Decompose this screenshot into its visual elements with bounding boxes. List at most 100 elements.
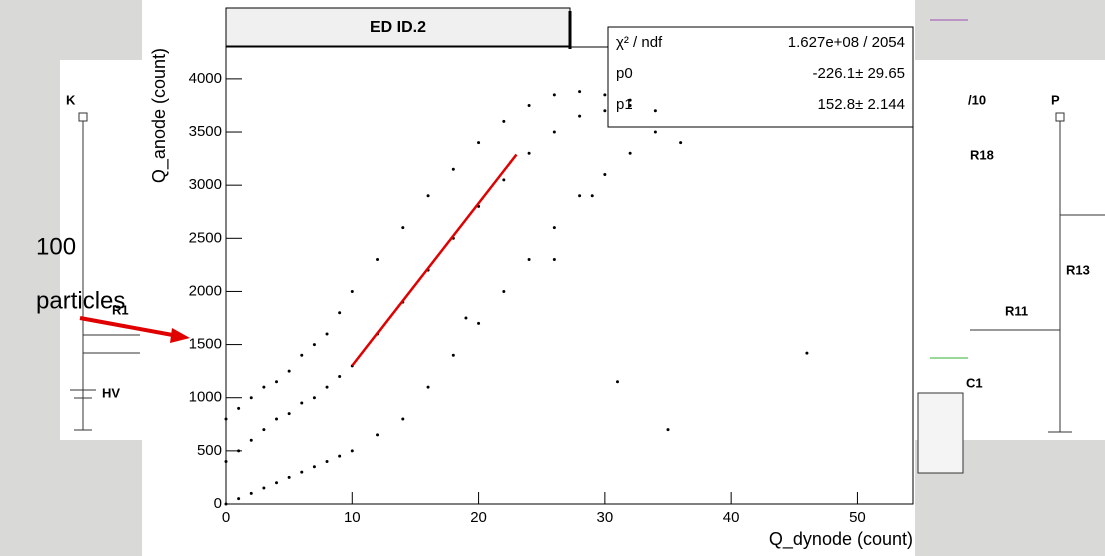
point — [376, 433, 380, 437]
x-tick-label: 10 — [344, 509, 361, 526]
point — [224, 502, 228, 506]
x-tick-label: 30 — [597, 509, 614, 526]
point — [628, 98, 632, 102]
circuit-label: K — [66, 92, 76, 107]
point — [224, 459, 228, 463]
annotation-arrowhead — [170, 328, 190, 343]
point — [325, 459, 329, 463]
point — [312, 465, 316, 469]
y-tick-label: 2500 — [189, 229, 222, 246]
circuit-label: C1 — [966, 375, 983, 390]
point — [653, 109, 657, 113]
point — [300, 470, 304, 474]
point — [464, 316, 468, 320]
point — [275, 380, 279, 384]
point — [262, 486, 266, 490]
point — [603, 93, 607, 97]
point — [502, 178, 506, 182]
point — [615, 380, 619, 384]
circuit-label: /10 — [968, 92, 986, 107]
stats-box — [607, 26, 914, 128]
point — [237, 406, 241, 410]
point — [275, 417, 279, 421]
circuit-label: HV — [102, 385, 120, 400]
point — [578, 194, 582, 198]
point — [805, 351, 809, 355]
x-tick-label: 40 — [723, 509, 740, 526]
stats-value: -226.1± 29.65 — [813, 65, 905, 82]
fit-line — [351, 153, 518, 367]
point — [527, 258, 531, 262]
point — [477, 321, 481, 325]
point — [502, 119, 506, 123]
point — [287, 369, 291, 373]
point — [590, 194, 594, 198]
y-tick-label: 2000 — [189, 282, 222, 299]
point — [628, 103, 632, 107]
point — [502, 289, 506, 293]
point — [552, 258, 556, 262]
point — [338, 311, 342, 315]
point — [312, 396, 316, 400]
point — [401, 417, 405, 421]
annotation: particles — [36, 287, 125, 314]
point — [237, 497, 241, 501]
point — [350, 289, 354, 293]
x-axis-label: Q_dynode (count) — [769, 529, 913, 550]
circuit-left — [70, 112, 140, 431]
point — [287, 412, 291, 416]
point — [477, 141, 481, 145]
point — [287, 475, 291, 479]
x-tick-label: 20 — [470, 509, 487, 526]
annotation-arrow — [79, 316, 179, 338]
stats-label: p1 — [616, 96, 633, 113]
point — [262, 385, 266, 389]
point — [451, 353, 455, 357]
point — [628, 151, 632, 155]
circuit-right — [917, 112, 1105, 474]
point — [653, 130, 657, 134]
point — [325, 332, 329, 336]
y-tick-label: 3000 — [189, 176, 222, 193]
point — [527, 103, 531, 107]
point — [350, 449, 354, 453]
point — [312, 343, 316, 347]
circuit-label: R11 — [1005, 303, 1028, 318]
point — [451, 167, 455, 171]
point — [338, 374, 342, 378]
point — [426, 194, 430, 198]
point — [249, 396, 253, 400]
point — [552, 93, 556, 97]
y-tick-label: 1500 — [189, 336, 222, 353]
circuit-label: R18 — [970, 147, 994, 162]
y-tick-label: 500 — [197, 442, 222, 459]
chart-title: ED ID.2 — [370, 19, 426, 36]
point — [603, 109, 607, 113]
circuit-panel — [915, 60, 1105, 440]
point — [300, 353, 304, 357]
point — [338, 454, 342, 458]
point — [527, 151, 531, 155]
circuit-label: R13 — [1066, 262, 1090, 277]
point — [224, 417, 228, 421]
point — [603, 173, 607, 177]
circuit-label: R1 — [112, 302, 129, 317]
point — [426, 385, 430, 389]
point — [376, 258, 380, 262]
y-tick-label: 3500 — [189, 123, 222, 140]
y-tick-label: 1000 — [189, 389, 222, 406]
point — [552, 226, 556, 230]
point — [262, 428, 266, 432]
point — [401, 226, 405, 230]
point — [249, 491, 253, 495]
x-tick-label: 0 — [222, 509, 230, 526]
x-tick-label: 50 — [849, 509, 866, 526]
point — [249, 438, 253, 442]
point — [578, 114, 582, 118]
point — [666, 428, 670, 432]
circuit-label: P — [1051, 92, 1060, 107]
point — [325, 385, 329, 389]
point — [679, 141, 683, 145]
